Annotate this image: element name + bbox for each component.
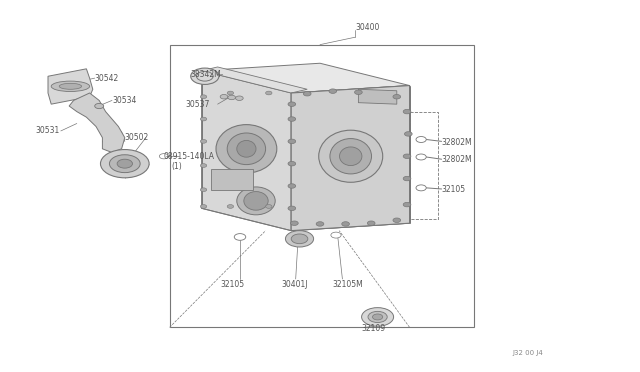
Circle shape [288,117,296,121]
Circle shape [316,222,324,226]
Circle shape [342,222,349,226]
Circle shape [220,94,228,99]
Circle shape [362,308,394,326]
Circle shape [109,155,140,173]
Circle shape [403,176,411,181]
Text: 30542: 30542 [95,74,119,83]
Circle shape [303,92,311,96]
Circle shape [372,314,383,320]
Polygon shape [202,63,410,93]
Circle shape [200,164,207,167]
Ellipse shape [319,130,383,182]
Circle shape [200,117,207,121]
Circle shape [200,95,207,99]
Circle shape [95,103,104,109]
Circle shape [355,90,362,94]
Circle shape [200,140,207,143]
Ellipse shape [340,147,362,166]
Polygon shape [202,67,307,93]
Text: 32802M: 32802M [442,138,472,147]
Circle shape [403,154,411,158]
Ellipse shape [51,81,90,92]
Circle shape [191,68,219,84]
Circle shape [291,221,298,225]
Circle shape [288,161,296,166]
Circle shape [227,205,234,208]
Circle shape [291,234,308,244]
Circle shape [117,159,132,168]
Ellipse shape [330,138,372,174]
Bar [211,169,253,190]
Text: 30502: 30502 [125,133,149,142]
Ellipse shape [237,140,256,157]
Circle shape [200,205,207,208]
Ellipse shape [227,133,266,164]
Polygon shape [358,89,397,104]
Ellipse shape [244,192,268,210]
Circle shape [288,206,296,211]
Polygon shape [202,71,291,231]
Text: 32105M: 32105M [333,280,364,289]
Circle shape [288,139,296,144]
Circle shape [227,91,234,95]
Text: 32105: 32105 [221,280,245,289]
Circle shape [416,185,426,191]
Circle shape [393,218,401,222]
Circle shape [403,202,411,207]
Circle shape [288,102,296,106]
Circle shape [200,74,207,78]
Text: 30401J: 30401J [282,280,308,289]
Circle shape [367,221,375,225]
Circle shape [416,137,426,142]
Text: 30534: 30534 [112,96,136,105]
Text: (1): (1) [172,162,182,171]
Circle shape [329,89,337,93]
Circle shape [416,154,426,160]
Bar [170,45,474,327]
Circle shape [200,188,207,192]
Text: 30400: 30400 [355,23,380,32]
Text: 32109: 32109 [362,324,386,333]
Circle shape [393,94,401,99]
Text: 08915-140LA: 08915-140LA [164,152,215,161]
Text: 30531: 30531 [35,126,60,135]
Circle shape [100,150,149,178]
Text: 38342M: 38342M [191,70,221,79]
Polygon shape [48,69,93,104]
Circle shape [288,184,296,188]
Circle shape [228,95,236,100]
Circle shape [285,231,314,247]
Circle shape [368,311,387,323]
Text: J32 00 J4: J32 00 J4 [512,350,543,356]
Circle shape [404,132,412,136]
Circle shape [234,234,246,240]
Ellipse shape [237,187,275,215]
Circle shape [403,109,411,114]
Ellipse shape [60,83,82,89]
Circle shape [236,96,243,100]
Circle shape [266,91,272,95]
Polygon shape [291,86,410,231]
Polygon shape [291,86,410,231]
Ellipse shape [216,125,277,173]
Polygon shape [69,93,125,153]
Text: 32802M: 32802M [442,155,472,164]
Circle shape [266,205,272,208]
Text: 30537: 30537 [186,100,210,109]
Text: 32105: 32105 [442,185,466,194]
Circle shape [331,232,341,238]
